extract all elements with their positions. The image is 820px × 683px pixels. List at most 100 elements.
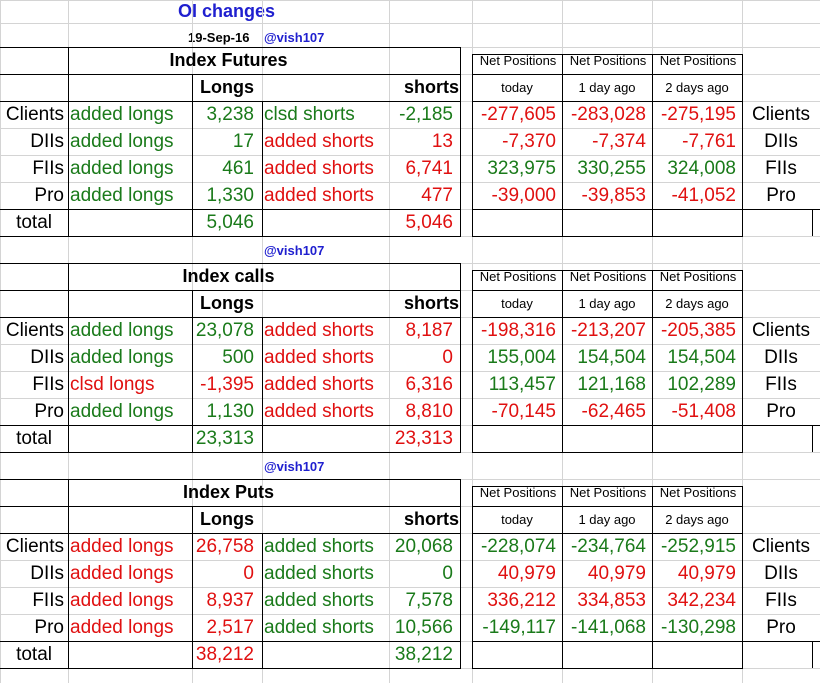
short-change-value: 13 [431, 131, 453, 152]
net-positions-header: Net Positions [569, 485, 647, 500]
long-activity-label: added longs [70, 401, 174, 422]
np-border [742, 209, 820, 210]
np-border [472, 452, 743, 453]
short-change-value: 8,187 [405, 320, 453, 341]
short-activity-label: added shorts [264, 131, 374, 152]
long-activity-label: added longs [70, 104, 174, 125]
entity-label: FIIs [32, 590, 64, 611]
long-change-value: 23,078 [195, 320, 254, 341]
long-change-value: -1,395 [200, 374, 254, 395]
net-position-value: -228,074 [480, 536, 556, 557]
short-activity-label: added shorts [264, 590, 374, 611]
shorts-header: shorts [403, 293, 459, 313]
table-border [0, 236, 460, 237]
np-border [472, 74, 743, 75]
short-change-value: 10,566 [394, 617, 453, 638]
table-border [192, 290, 193, 452]
report-date: 19-Sep-16 [188, 30, 250, 45]
np-border [472, 641, 743, 642]
table-border [460, 479, 461, 669]
table-border [68, 47, 69, 236]
table-border [192, 74, 193, 236]
short-activity-label: added shorts [264, 347, 374, 368]
net-position-value: -205,385 [660, 320, 736, 341]
np-border [742, 54, 743, 237]
net-positions-header: Net Positions [479, 485, 557, 500]
table-border [0, 74, 460, 75]
np-border [472, 486, 473, 669]
np-border [472, 236, 743, 237]
shorts-header: shorts [403, 509, 459, 529]
entity-label-right: Pro [766, 185, 796, 206]
long-activity-label: added longs [70, 347, 174, 368]
short-change-value: 6,741 [405, 158, 453, 179]
total-short-value: 5,046 [405, 212, 453, 233]
net-positions-header: Net Positions [659, 53, 737, 68]
shorts-header: shorts [403, 77, 459, 97]
entity-label-right: FIIs [765, 374, 797, 395]
table-border [0, 668, 460, 669]
long-activity-label: added longs [70, 131, 174, 152]
gridline-row [0, 128, 820, 129]
total-short-value: 38,212 [394, 644, 453, 665]
table-border [0, 452, 460, 453]
net-position-value: -7,374 [592, 131, 646, 152]
short-change-value: 0 [442, 347, 453, 368]
long-activity-label: added longs [70, 320, 174, 341]
short-activity-label: added shorts [264, 158, 374, 179]
long-change-value: 461 [222, 158, 254, 179]
net-positions-header: Net Positions [569, 269, 647, 284]
short-change-value: 8,810 [405, 401, 453, 422]
entity-label-right: FIIs [765, 590, 797, 611]
net-positions-header: Net Positions [479, 269, 557, 284]
net-positions-1day-header: 1 day ago [578, 80, 636, 95]
section-title: Index Futures [169, 50, 288, 70]
table-border [0, 290, 460, 291]
np-border [652, 486, 653, 669]
long-change-value: 0 [243, 563, 254, 584]
np-border [562, 54, 563, 237]
net-positions-today-header: today [501, 296, 533, 311]
long-change-value: 26,758 [195, 536, 254, 557]
short-change-value: 20,068 [394, 536, 453, 557]
long-change-value: 17 [232, 131, 254, 152]
np-border [472, 54, 743, 55]
np-border [812, 425, 813, 452]
short-change-value: 7,578 [405, 590, 453, 611]
entity-label-right: Pro [766, 617, 796, 638]
np-border [562, 270, 563, 453]
net-position-value: -39,000 [491, 185, 556, 206]
entity-label: Clients [5, 320, 64, 341]
section-title: Index Puts [182, 482, 275, 502]
net-position-value: -51,408 [671, 401, 736, 422]
net-position-value: -70,145 [491, 401, 556, 422]
short-activity-label: added shorts [264, 536, 374, 557]
sheet-title: OI changes [178, 1, 276, 21]
long-activity-label: added longs [70, 617, 174, 638]
table-border [262, 101, 263, 236]
net-positions-header: Net Positions [569, 53, 647, 68]
np-border [472, 668, 743, 669]
author-handle: @vish107 [264, 243, 325, 258]
long-change-value: 1,130 [206, 401, 254, 422]
gridline-col [0, 0, 1, 683]
short-activity-label: clsd shorts [264, 104, 355, 125]
gridline-row [0, 23, 820, 24]
np-border [562, 486, 563, 669]
np-border [472, 506, 743, 507]
np-border [652, 270, 653, 453]
author-handle: @vish107 [264, 459, 325, 474]
net-position-value: 154,504 [577, 347, 646, 368]
net-position-value: 323,975 [487, 158, 556, 179]
short-change-value: 6,316 [405, 374, 453, 395]
np-border [742, 425, 820, 426]
net-position-value: -277,605 [480, 104, 556, 125]
np-border [742, 641, 820, 642]
entity-label: DIIs [30, 563, 64, 584]
gridline-row [0, 371, 820, 372]
net-position-value: 155,004 [487, 347, 556, 368]
net-position-value: 40,979 [587, 563, 646, 584]
net-position-value: -7,370 [502, 131, 556, 152]
np-border [472, 486, 743, 487]
short-activity-label: added shorts [264, 185, 374, 206]
